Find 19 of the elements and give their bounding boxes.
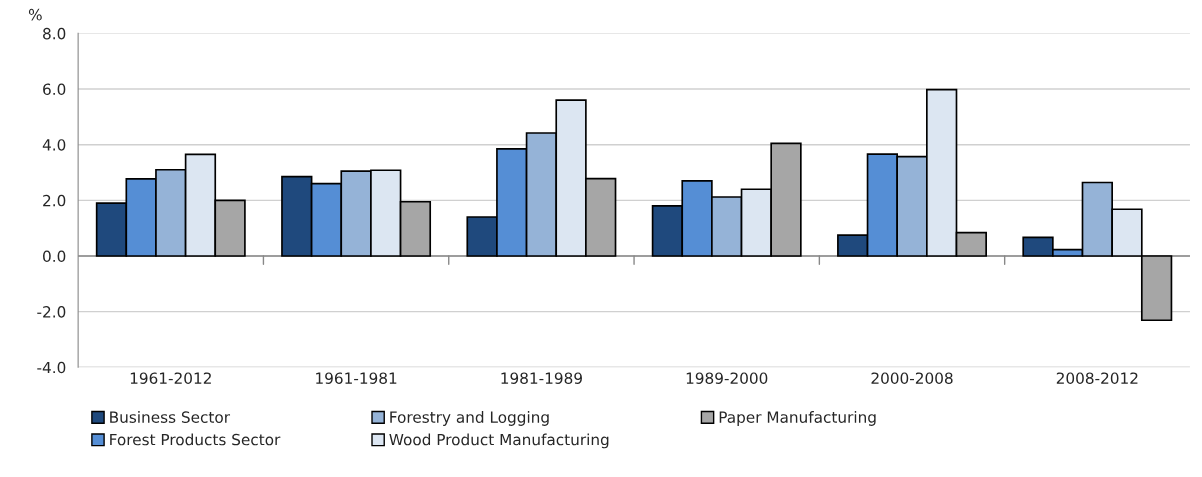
legend-label: Forest Products Sector xyxy=(110,433,281,446)
y-tick-label: -2.0 xyxy=(37,306,66,318)
legend-label: Paper Manufacturing xyxy=(719,411,876,426)
y-tick-label: -4.0 xyxy=(37,361,66,374)
y-axis-title: % xyxy=(28,8,42,21)
y-tick-label: 8.0 xyxy=(43,27,66,40)
y-tick-label: 6.0 xyxy=(43,83,66,96)
legend-label: Wood Product Manufacturing xyxy=(389,433,609,449)
x-tick-label: 1961-1981 xyxy=(316,372,397,384)
legend-label: Business Sector xyxy=(110,411,231,423)
y-tick-label: 4.0 xyxy=(42,139,66,151)
x-tick-label: 2000-2008 xyxy=(871,372,953,384)
y-tick-label: 2.0 xyxy=(43,194,66,207)
x-tick-label: 1981-1989 xyxy=(501,372,582,384)
x-tick-label: 2008-2012 xyxy=(1056,372,1138,384)
legend-label: Forestry and Logging xyxy=(390,411,549,426)
x-tick-label: 1961-2012 xyxy=(130,372,211,384)
x-tick-label: 1989-2000 xyxy=(686,372,768,384)
y-tick-label: 0.0 xyxy=(43,250,66,263)
